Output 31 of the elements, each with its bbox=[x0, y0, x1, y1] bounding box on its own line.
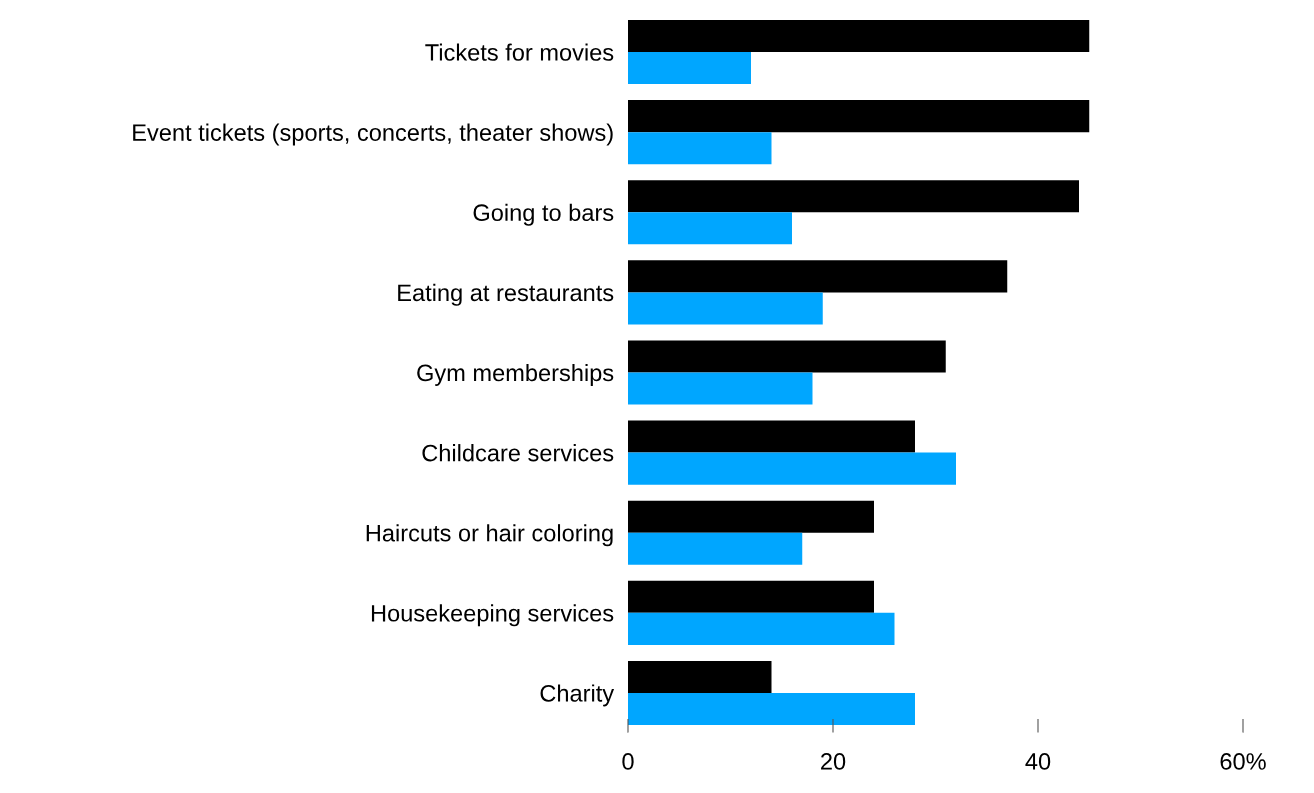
bar bbox=[628, 692, 915, 725]
bar bbox=[628, 180, 1079, 213]
x-tick-label: 60% bbox=[1220, 753, 1266, 770]
x-tick-label: 40 bbox=[1025, 753, 1051, 770]
y-tick-label: Event tickets (sports, concerts, theater shows) bbox=[133, 123, 613, 146]
y-tick-label: Housekeeping services bbox=[371, 604, 614, 627]
bar bbox=[628, 612, 895, 645]
bar bbox=[628, 452, 956, 485]
x-tick-label: 0 bbox=[622, 753, 634, 770]
bar bbox=[628, 20, 1090, 53]
y-tick-label: Haircuts or hair coloring bbox=[366, 524, 613, 547]
bar bbox=[628, 260, 1008, 293]
bar bbox=[628, 212, 792, 245]
y-tick-label: Eating at restaurants bbox=[398, 283, 614, 306]
bar bbox=[628, 580, 874, 613]
y-tick-label: Going to bars bbox=[473, 203, 614, 226]
y-tick-label: Charity bbox=[540, 684, 615, 707]
bar bbox=[628, 532, 803, 565]
bar bbox=[628, 340, 946, 373]
bar bbox=[628, 420, 915, 453]
y-tick-label: Tickets for movies bbox=[425, 43, 614, 61]
x-tick-label: 20 bbox=[821, 753, 846, 770]
y-tick-label: Childcare services bbox=[422, 444, 614, 462]
bar bbox=[628, 500, 874, 533]
bar bbox=[628, 132, 772, 165]
bar bbox=[628, 52, 751, 85]
bar bbox=[628, 100, 1090, 133]
y-tick-label: Gym memberships bbox=[417, 363, 614, 386]
bar bbox=[628, 292, 823, 325]
bar bbox=[628, 660, 772, 693]
bar bbox=[628, 372, 813, 405]
